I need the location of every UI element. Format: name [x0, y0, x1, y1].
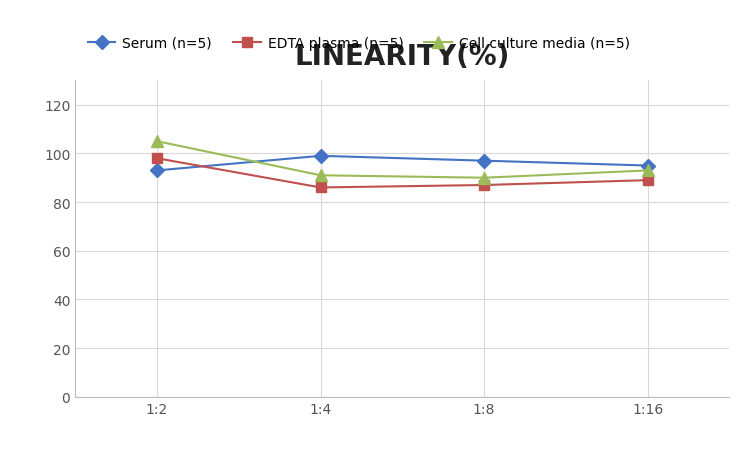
EDTA plasma (n=5) [316, 185, 325, 191]
Cell culture media (n=5) [643, 168, 652, 174]
EDTA plasma (n=5) [480, 183, 489, 189]
Serum (n=5) [643, 163, 652, 169]
EDTA plasma (n=5) [643, 178, 652, 184]
Line: Serum (n=5): Serum (n=5) [152, 152, 653, 176]
Serum (n=5) [480, 159, 489, 164]
Cell culture media (n=5) [480, 175, 489, 181]
Cell culture media (n=5) [153, 139, 162, 145]
Line: EDTA plasma (n=5): EDTA plasma (n=5) [152, 154, 653, 193]
Cell culture media (n=5) [316, 173, 325, 179]
Title: LINEARITY(%): LINEARITY(%) [295, 42, 510, 70]
Line: Cell culture media (n=5): Cell culture media (n=5) [151, 136, 653, 184]
EDTA plasma (n=5) [153, 156, 162, 161]
Serum (n=5) [153, 168, 162, 174]
Legend: Serum (n=5), EDTA plasma (n=5), Cell culture media (n=5): Serum (n=5), EDTA plasma (n=5), Cell cul… [82, 31, 635, 56]
Serum (n=5) [316, 154, 325, 159]
